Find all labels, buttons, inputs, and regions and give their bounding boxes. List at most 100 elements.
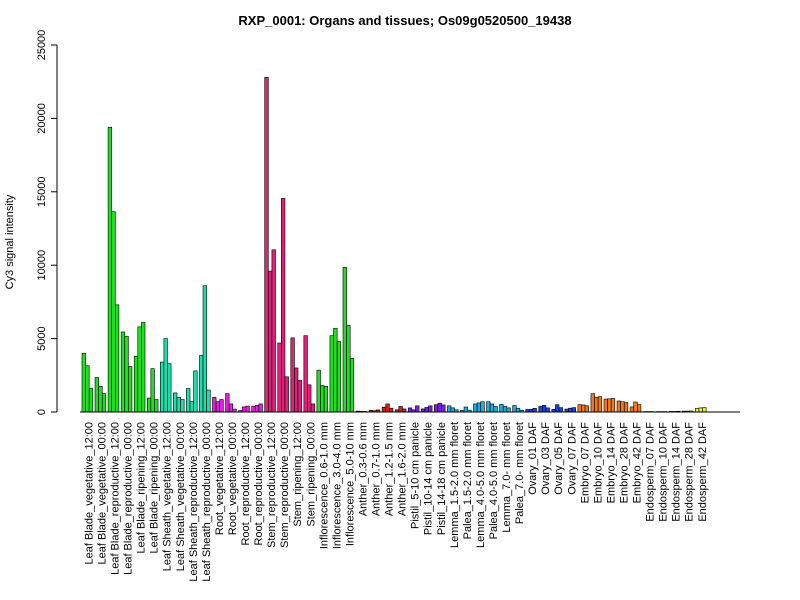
bar [180, 399, 185, 413]
bar [107, 126, 112, 413]
x-tick-label: Endosperm_07 DAF [645, 422, 657, 522]
bar [290, 337, 295, 413]
x-tick-label: Root_reproductive_00:00 [253, 422, 265, 546]
bar [545, 407, 550, 413]
bar [424, 407, 429, 413]
bar [568, 407, 573, 413]
bar [189, 401, 194, 413]
bar [219, 399, 224, 413]
bar [120, 331, 126, 413]
bar [329, 335, 334, 413]
bar [463, 406, 468, 413]
bar [254, 405, 260, 413]
bar [381, 406, 387, 413]
x-tick-label: Pistil_10-14 cm panicle [423, 422, 435, 535]
bar [532, 408, 537, 413]
bar [590, 393, 595, 413]
bar [215, 401, 221, 413]
bar [333, 328, 338, 413]
bar [502, 406, 508, 413]
bar [346, 325, 351, 413]
bar [620, 401, 625, 413]
bar [277, 342, 282, 413]
bar [81, 352, 86, 413]
bar [323, 386, 329, 413]
bar [94, 377, 99, 413]
x-tick-label: Anther_1.2-1.5 mm [384, 422, 396, 516]
bar [141, 322, 146, 413]
bar [389, 407, 394, 413]
bar [307, 384, 312, 413]
y-tick-label: 5000 [36, 326, 48, 350]
bar [303, 335, 308, 413]
bar [176, 397, 181, 413]
x-tick-label: Endosperm_28 DAF [684, 422, 696, 522]
x-tick-label: Pistil_5-10 cm panicle [410, 422, 422, 529]
bar [115, 304, 120, 413]
x-tick-label: Inflorescence_3.0-4.0 mm [331, 422, 343, 549]
bar [437, 402, 442, 413]
bar [98, 386, 103, 413]
x-tick-label: Palea_7.0- mm floret [514, 422, 526, 524]
bar [702, 407, 707, 413]
x-tick-label: Root_vegetative_00:00 [227, 422, 239, 535]
bar [146, 397, 152, 413]
bar [271, 249, 276, 413]
bar [447, 405, 452, 413]
x-tick-label: Ovary_05 DAF [553, 422, 565, 495]
bars-group [81, 77, 707, 413]
bar [101, 393, 107, 413]
bar [206, 389, 211, 413]
x-tick-label: Inflorescence_0.6-1.0 mm [318, 422, 330, 549]
x-tick-label: Root_vegetative_12:00 [214, 422, 226, 535]
x-tick-label: Lemma_1.5-2.0 mm floret [449, 422, 461, 548]
x-tick-label: Embryo_42 DAF [632, 422, 644, 504]
bar [584, 405, 589, 413]
bar [450, 407, 455, 413]
bar [193, 370, 198, 413]
bar [342, 267, 347, 413]
x-tick-label: Endosperm_10 DAF [658, 422, 670, 522]
bar [241, 406, 247, 413]
bar [85, 365, 90, 413]
y-axis: 0 5000 10000 15000 20000 25000 [36, 30, 58, 415]
y-tick-label: 25000 [36, 30, 48, 61]
bar [349, 358, 355, 413]
bar [594, 397, 599, 413]
bar [558, 407, 563, 413]
bar [493, 406, 498, 413]
bar [506, 407, 511, 413]
x-tick-label: Stem_reproductive_00:00 [279, 422, 291, 548]
bar [202, 285, 207, 413]
x-tick-label: Inflorescence_5.0-10 mm [344, 422, 356, 546]
x-tick-label: Embryo_10 DAF [592, 422, 604, 504]
bar [486, 401, 491, 413]
x-tick-label: Embryo_07 DAF [579, 422, 591, 504]
bar [538, 406, 543, 413]
x-tick-label: Leaf Blade_ripening_00:00 [149, 422, 161, 554]
bar [128, 366, 133, 413]
x-tick-label: Ovary_07 DAF [566, 422, 578, 495]
bar [385, 403, 390, 413]
x-tick-label: Lemma_4.0-5.0 mm floret [475, 422, 487, 548]
x-tick-label: Root_reproductive_12:00 [240, 422, 252, 546]
x-tick-label: Leaf Sheath_reproductive_00:00 [201, 422, 213, 582]
y-tick-label: 20000 [36, 103, 48, 134]
bar [610, 398, 616, 413]
bar [571, 407, 576, 413]
bar [88, 388, 94, 413]
bar [633, 401, 638, 413]
bar [581, 404, 586, 413]
x-tick-label: Anther_1.6-2.0 mm [397, 422, 409, 516]
x-tick-label: Stem_ripening_00:00 [305, 422, 317, 527]
x-tick-label: Leaf Blade_vegetative_12:00 [83, 422, 95, 565]
bar [199, 355, 204, 413]
bar [297, 380, 302, 413]
bar [695, 408, 700, 413]
x-tick-label: Embryo_14 DAF [605, 422, 617, 504]
bar [167, 363, 172, 413]
bar [160, 361, 165, 413]
bar [542, 405, 547, 413]
x-tick-label: Leaf Sheath_vegetative_00:00 [175, 422, 187, 571]
bar [150, 368, 155, 413]
